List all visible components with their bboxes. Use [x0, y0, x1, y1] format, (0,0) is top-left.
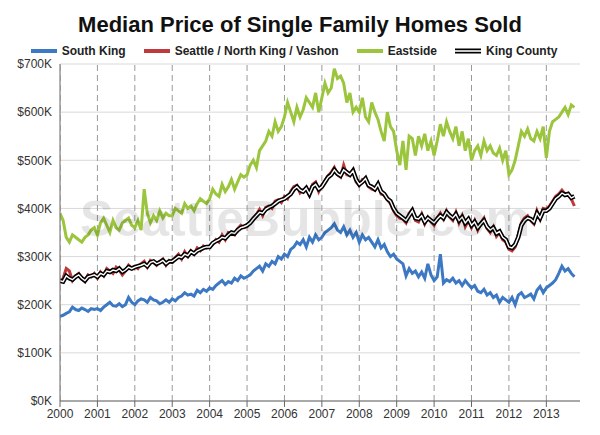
svg-text:2001: 2001 — [84, 407, 111, 421]
html-text:Seattle / North King / Vashon: Seattle / North King / Vashon — [174, 44, 339, 58]
svg-text:2012: 2012 — [496, 407, 523, 421]
svg-text:$500K: $500K — [17, 154, 52, 168]
svg-text:$0K: $0K — [31, 394, 52, 408]
svg-text:2007: 2007 — [309, 407, 336, 421]
svg-text:2009: 2009 — [383, 407, 410, 421]
html-text:Median Price of Single Family: Median Price of Single Family Homes Sold — [78, 12, 522, 37]
svg-text:$300K: $300K — [17, 250, 52, 264]
svg-text:2004: 2004 — [196, 407, 223, 421]
html-text:South King: South King — [61, 44, 126, 58]
html-text:SeattleBubble.com: SeattleBubble.com — [80, 191, 531, 247]
svg-text:$700K: $700K — [17, 57, 52, 71]
svg-text:2000: 2000 — [47, 407, 74, 421]
html-text:Eastside: Eastside — [387, 44, 437, 58]
svg-text:$100K: $100K — [17, 346, 52, 360]
svg-text:$200K: $200K — [17, 298, 52, 312]
svg-text:2011: 2011 — [459, 407, 485, 421]
svg-text:2013: 2013 — [533, 407, 560, 421]
html-text:King County: King County — [486, 44, 558, 58]
svg-text:2008: 2008 — [346, 407, 373, 421]
svg-text:$600K: $600K — [17, 105, 52, 119]
svg-text:2003: 2003 — [159, 407, 186, 421]
svg-text:2010: 2010 — [421, 407, 448, 421]
svg-text:2005: 2005 — [234, 407, 261, 421]
svg-text:2006: 2006 — [271, 407, 298, 421]
svg-text:$400K: $400K — [17, 202, 52, 216]
svg-text:2002: 2002 — [121, 407, 148, 421]
